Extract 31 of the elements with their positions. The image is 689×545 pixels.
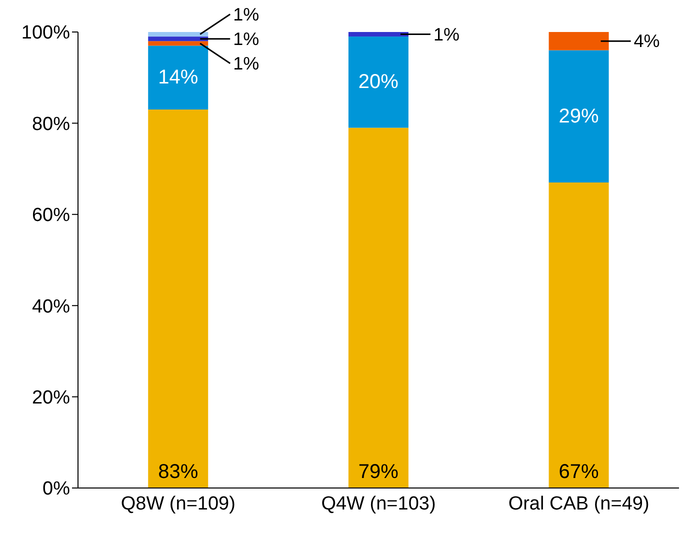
x-tick-label: Q4W (n=103) — [321, 493, 436, 514]
bar — [348, 128, 408, 488]
y-tick-label: 100% — [21, 22, 70, 44]
data-label: 83% — [158, 461, 198, 483]
bar — [348, 36, 408, 128]
data-label: 1% — [233, 28, 260, 49]
bar — [348, 32, 408, 37]
bar — [148, 41, 208, 46]
data-label: 29% — [558, 105, 600, 128]
bar — [548, 50, 609, 182]
bar — [548, 32, 609, 50]
bar — [548, 182, 609, 488]
y-tick-label: 60% — [32, 205, 70, 226]
data-label: 4% — [634, 31, 660, 52]
bar — [148, 110, 208, 488]
data-label: 1% — [433, 24, 460, 44]
bar — [148, 36, 208, 42]
data-label: 20% — [358, 71, 399, 94]
bar — [148, 32, 208, 37]
y-tick-label: 80% — [32, 114, 70, 135]
data-label: 1% — [233, 53, 260, 74]
data-label: 14% — [158, 66, 198, 89]
data-label: 67% — [558, 461, 600, 483]
y-tick-label: 0% — [42, 478, 70, 500]
x-tick-label: Oral CAB (n=49) — [508, 493, 650, 514]
y-tick-label: 40% — [32, 296, 70, 318]
bar — [148, 46, 208, 110]
data-label: 79% — [358, 461, 399, 483]
data-label: 1% — [233, 4, 260, 24]
y-tick-label: 20% — [32, 388, 70, 409]
x-tick-label: Q8W (n=109) — [120, 493, 236, 514]
